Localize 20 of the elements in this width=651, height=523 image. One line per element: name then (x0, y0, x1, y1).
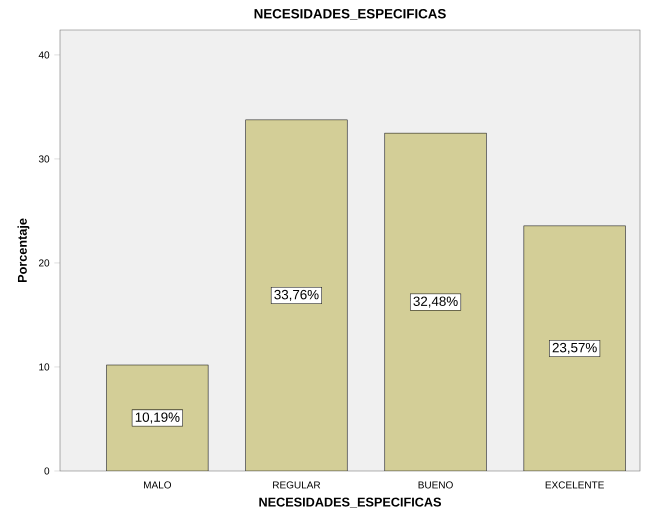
x-tick-label: BUENO (418, 481, 453, 488)
x-tick-label: EXCELENTE (546, 481, 604, 488)
data-label: 10,19% (136, 412, 180, 424)
bar (384, 132, 487, 471)
y-tick-label: 20 (38, 259, 50, 267)
data-label: 23,57% (552, 342, 597, 354)
y-tick-label: 30 (38, 155, 50, 163)
data-label: 32,48% (413, 296, 458, 308)
x-tick-label: MALO (144, 481, 172, 488)
y-tick-label: 0 (44, 467, 50, 475)
bar (245, 120, 348, 471)
y-tick-label: 40 (38, 51, 50, 58)
y-tick-label: 10 (39, 363, 50, 371)
x-axis-title: NECESIDADES_ESPECIFICAS (259, 498, 442, 508)
y-axis-title: Porcentaje (18, 218, 30, 282)
x-tick-label: REGULAR (273, 481, 320, 488)
data-label: 33,76% (274, 290, 319, 301)
chart-title: NECESIDADES_ESPECIFICAS (254, 9, 446, 20)
bar (106, 364, 208, 471)
bar (524, 226, 626, 471)
